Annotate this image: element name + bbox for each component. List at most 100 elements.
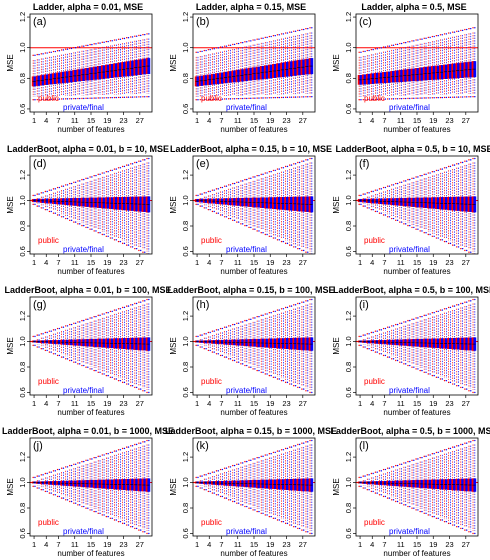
outlier-private: [294, 304, 297, 306]
outlier-public: [207, 208, 210, 211]
outlier-private: [66, 358, 69, 360]
outlier-public: [358, 335, 360, 338]
outlier-private: [254, 509, 256, 511]
outlier-private: [453, 524, 456, 526]
outlier-public: [199, 50, 201, 53]
panel-title: LadderBoot, alpha = 0.01, b = 1000, MSE: [2, 426, 174, 436]
outlier-public: [439, 450, 442, 452]
outlier-private: [360, 335, 362, 338]
outlier-private: [307, 441, 309, 443]
outlier-private: [99, 455, 101, 458]
outlier-public: [289, 96, 291, 98]
outlier-public: [443, 240, 446, 243]
outlier-private: [302, 388, 305, 390]
outlier-private: [115, 168, 117, 170]
outlier-private: [46, 208, 48, 211]
outlier-public: [280, 240, 283, 243]
outlier-public: [358, 51, 360, 53]
outlier-public: [236, 361, 238, 363]
outlier-private: [115, 450, 117, 452]
outlier-public: [236, 502, 238, 504]
outlier-private: [233, 219, 236, 222]
outlier-public: [236, 221, 238, 223]
outlier-private: [262, 314, 264, 317]
outlier-private: [213, 48, 215, 50]
x-tick-label: 1: [32, 399, 36, 408]
outlier-private: [392, 325, 395, 327]
y-tick-label: 0.6: [344, 387, 353, 397]
outlier-private: [254, 228, 256, 230]
outlier-private: [241, 321, 244, 323]
outlier-private: [392, 184, 395, 186]
outlier-private: [233, 98, 236, 100]
outlier-private: [213, 330, 215, 332]
outlier-private: [38, 475, 40, 477]
outlier-private: [290, 305, 293, 307]
y-tick-label: 1.2: [181, 170, 190, 180]
outlier-private: [38, 334, 40, 336]
outlier-private: [417, 228, 419, 230]
outlier-public: [138, 160, 140, 162]
outlier-public: [399, 361, 401, 363]
outlier-private: [470, 27, 472, 30]
outlier-public: [248, 97, 250, 100]
x-tick-label: 4: [370, 116, 374, 125]
outlier-private: [388, 185, 391, 187]
outlier-private: [270, 515, 272, 518]
outlier-public: [386, 185, 389, 187]
outlier-private: [91, 228, 93, 230]
outlier-private: [205, 192, 207, 194]
outlier-private: [368, 98, 370, 101]
x-tick-label: 11: [71, 540, 79, 549]
outlier-private: [66, 217, 69, 220]
outlier-private: [213, 492, 215, 494]
outlier-private: [70, 47, 73, 50]
outlier-public: [272, 237, 275, 239]
panel-k: LadderBoot, alpha = 0.15, b = 1000, MSE(…: [165, 426, 337, 558]
x-tick-label: 15: [413, 116, 421, 125]
outlier-public: [36, 487, 38, 489]
outlier-public: [44, 190, 47, 193]
x-axis-label: number of features: [383, 549, 450, 558]
panel-b: Ladder, alpha = 0.15, MSE(b)publicprivat…: [169, 2, 316, 134]
outlier-public: [207, 490, 210, 493]
outlier-private: [364, 346, 366, 348]
outlier-public: [142, 159, 144, 161]
outlier-public: [382, 495, 385, 498]
outlier-private: [103, 454, 105, 456]
outlier-private: [95, 174, 97, 177]
outlier-private: [111, 376, 113, 379]
outlier-public: [427, 233, 430, 236]
outlier-private: [78, 321, 81, 323]
panel-f: LadderBoot, alpha = 0.5, b = 10, MSE(f)p…: [332, 144, 490, 276]
outlier-public: [427, 36, 430, 39]
outlier-public: [97, 314, 99, 317]
outlier-public: [358, 99, 360, 101]
outlier-public: [464, 160, 466, 162]
outlier-private: [99, 97, 101, 99]
outlier-public: [32, 485, 34, 488]
outlier-private: [103, 233, 105, 236]
panel-letter: (a): [33, 16, 46, 28]
outlier-private: [388, 326, 391, 328]
outlier-private: [441, 309, 443, 311]
x-tick-label: 23: [282, 399, 290, 408]
outlier-public: [248, 226, 250, 229]
y-tick-label: 1.2: [18, 170, 27, 180]
outlier-public: [69, 464, 71, 467]
outlier-private: [46, 190, 48, 193]
outlier-private: [274, 169, 276, 172]
outlier-public: [256, 456, 258, 459]
outlier-private: [123, 522, 126, 525]
outlier-public: [399, 502, 401, 504]
outlier-public: [407, 364, 409, 367]
outlier-private: [311, 439, 313, 442]
panel-letter: (f): [359, 158, 369, 170]
outlier-private: [250, 318, 252, 321]
outlier-private: [111, 169, 113, 172]
outlier-private: [66, 184, 69, 186]
outlier-private: [217, 212, 219, 214]
outlier-private: [413, 459, 415, 462]
outlier-private: [70, 500, 73, 503]
outlier-public: [468, 390, 470, 392]
